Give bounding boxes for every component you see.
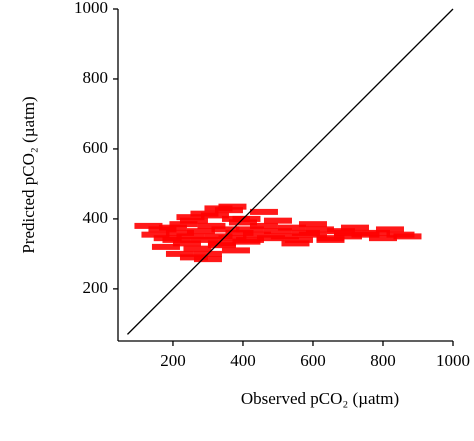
point bbox=[162, 236, 191, 243]
point bbox=[211, 226, 240, 233]
point bbox=[277, 224, 306, 231]
point bbox=[298, 231, 327, 238]
point bbox=[270, 233, 299, 240]
point bbox=[228, 219, 257, 226]
point bbox=[333, 229, 362, 236]
y-tick-label: 1000 bbox=[74, 0, 108, 17]
point bbox=[393, 233, 422, 240]
point bbox=[256, 235, 285, 242]
point bbox=[281, 240, 310, 247]
point bbox=[298, 221, 327, 228]
point bbox=[361, 229, 390, 236]
point bbox=[249, 222, 278, 229]
point bbox=[165, 229, 194, 236]
point bbox=[193, 256, 222, 263]
point bbox=[183, 245, 212, 252]
point bbox=[158, 224, 187, 231]
point bbox=[340, 224, 369, 231]
point bbox=[172, 240, 201, 247]
x-tick-label: 1000 bbox=[436, 351, 470, 370]
point bbox=[235, 226, 264, 233]
y-tick-label: 600 bbox=[83, 138, 109, 157]
point bbox=[249, 208, 278, 215]
point bbox=[179, 217, 208, 224]
y-tick-label: 800 bbox=[83, 68, 109, 87]
point bbox=[284, 236, 313, 243]
point bbox=[221, 247, 250, 254]
reference-line bbox=[126, 8, 454, 335]
point bbox=[263, 228, 292, 235]
point bbox=[333, 233, 362, 240]
point bbox=[165, 250, 194, 257]
x-tick-label: 400 bbox=[230, 351, 256, 370]
point bbox=[176, 214, 205, 221]
y-tick-label: 200 bbox=[83, 278, 109, 297]
point bbox=[232, 215, 261, 222]
point bbox=[316, 236, 345, 243]
point bbox=[176, 233, 205, 240]
x-axis-label: Observed pCO₂ (µatm) bbox=[241, 389, 399, 408]
point bbox=[197, 222, 226, 229]
point bbox=[218, 203, 247, 210]
point bbox=[218, 235, 247, 242]
point bbox=[204, 205, 233, 212]
point bbox=[204, 233, 233, 240]
point bbox=[190, 236, 219, 243]
point bbox=[151, 243, 180, 250]
point bbox=[235, 236, 264, 243]
y-axis-label: Predicted pCO₂ (µatm) bbox=[19, 96, 38, 253]
point bbox=[368, 235, 397, 242]
x-tick-label: 600 bbox=[300, 351, 326, 370]
point bbox=[225, 229, 254, 236]
point bbox=[169, 221, 198, 228]
point bbox=[263, 217, 292, 224]
point bbox=[134, 222, 163, 229]
x-tick-label: 200 bbox=[160, 351, 186, 370]
point bbox=[305, 226, 334, 233]
point bbox=[179, 254, 208, 261]
point bbox=[207, 240, 236, 247]
point bbox=[186, 228, 215, 235]
y-tick-label: 400 bbox=[83, 208, 109, 227]
x-tick-label: 800 bbox=[370, 351, 396, 370]
point bbox=[375, 226, 404, 233]
point bbox=[190, 210, 219, 217]
point bbox=[242, 231, 271, 238]
point bbox=[141, 231, 170, 238]
